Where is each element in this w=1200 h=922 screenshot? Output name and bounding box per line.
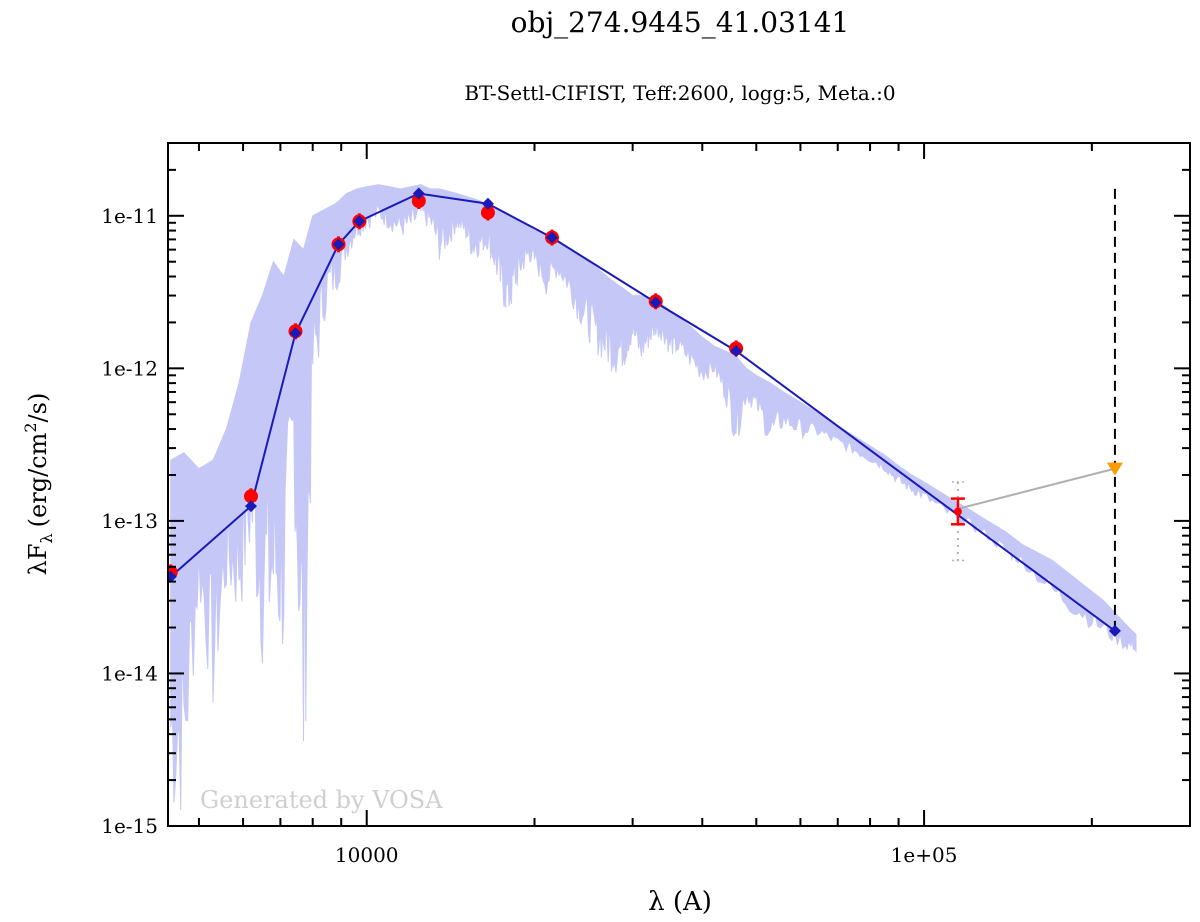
- y-axis-label-sub: λ: [37, 533, 56, 543]
- upper-limit-point: [1106, 462, 1123, 476]
- observed-point: [953, 507, 962, 516]
- watermark: Generated by VOSA: [200, 786, 443, 814]
- model-point: [289, 327, 302, 340]
- model-point: [412, 187, 425, 200]
- x-tick-label: 10000: [335, 843, 399, 867]
- model-point: [546, 231, 559, 244]
- y-axis-label-unit: (erg/cm: [24, 432, 52, 527]
- model-point: [332, 238, 345, 251]
- y-tick-label: 1e-15: [101, 814, 158, 838]
- y-tick-label: 1e-11: [101, 204, 158, 228]
- model-point: [245, 500, 258, 513]
- model-point: [353, 215, 366, 228]
- model-point: [730, 344, 743, 357]
- chart-subtitle: BT-Settl-CIFIST, Teff:2600, logg:5, Meta…: [464, 81, 895, 105]
- model-spectrum: [170, 184, 1137, 811]
- y-tick-label: 1e-12: [101, 356, 158, 380]
- y-axis-label-sup: 2: [21, 422, 40, 432]
- model-point: [1108, 624, 1121, 637]
- x-axis-label: λ (A): [648, 887, 712, 917]
- x-tick-label: 1e+05: [891, 843, 958, 867]
- plot-frame: [167, 142, 1191, 827]
- plot-area: [168, 184, 1137, 811]
- upper-limit-link-line: [957, 467, 1116, 510]
- model-point: [649, 296, 662, 309]
- chart-title: obj_274.9445_41.03141: [511, 6, 850, 39]
- y-tick-label: 1e-13: [101, 509, 158, 533]
- model-point: [481, 197, 494, 210]
- axes: 1e-15 1e-14 1e-13 1e-12 1e-11 10000 1e+05: [101, 143, 1190, 867]
- y-axis-label-tail: /s): [24, 393, 52, 423]
- y-axis-label-main: λF: [24, 543, 52, 575]
- plot-content: [168, 184, 1137, 811]
- y-axis-label: λFλ (erg/cm2/s): [21, 393, 56, 576]
- model-point: [168, 570, 177, 583]
- y-tick-label: 1e-14: [101, 661, 158, 685]
